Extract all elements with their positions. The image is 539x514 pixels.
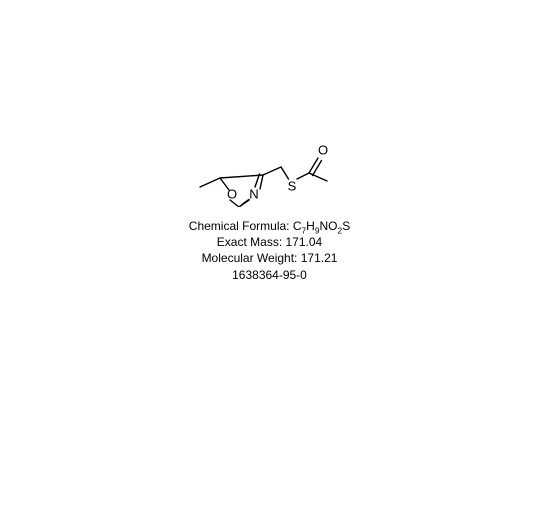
mol-weight-line: Molecular Weight: 171.21 (0, 250, 539, 266)
formula-mid1: H (306, 219, 315, 233)
svg-text:O: O (227, 186, 237, 201)
formula-mid2: NO (320, 219, 338, 233)
cas-line: 1638364-95-0 (0, 267, 539, 283)
formula-line: Chemical Formula: C7H9NO2S (0, 218, 539, 234)
svg-text:S: S (288, 178, 297, 193)
svg-text:O: O (318, 145, 328, 157)
info-text-block: Chemical Formula: C7H9NO2S Exact Mass: 1… (0, 218, 539, 283)
exact-mass-line: Exact Mass: 171.04 (0, 234, 539, 250)
svg-text:N: N (249, 186, 258, 201)
chemical-structure: ONSO (196, 145, 346, 207)
canvas: ONSO Chemical Formula: C7H9NO2S Exact Ma… (0, 0, 539, 514)
formula-prefix: Chemical Formula: C (189, 219, 302, 233)
formula-suffix: S (342, 219, 350, 233)
